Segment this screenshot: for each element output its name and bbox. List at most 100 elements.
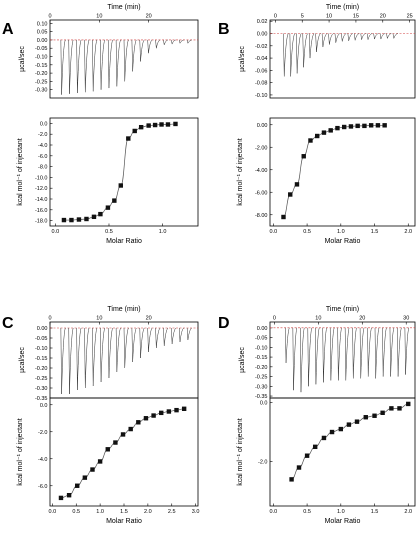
injection-peak <box>84 39 90 93</box>
injection-peak <box>337 327 342 381</box>
injection-peak <box>68 39 74 94</box>
injection-peak <box>302 33 308 68</box>
injection-peak <box>404 327 410 375</box>
heat-rate-tick-label: -0.04 <box>255 56 268 62</box>
panel-a: A Time (min) 0 10 20 0.10 0.05 0.00 -0.05 -0.10 -0… <box>2 4 199 245</box>
molar-ratio-axis-title: Molar Ratio <box>325 238 361 245</box>
injection-peak <box>171 327 176 345</box>
injection-peak <box>123 327 129 369</box>
data-point <box>312 444 318 450</box>
data-point <box>173 121 178 127</box>
thermogram-plot: Time (min) 0 10 20 0.00 -0.05 -0.10 -0.15 -0.20 -… <box>19 306 199 402</box>
data-point <box>321 130 327 135</box>
injection-peak <box>60 39 66 95</box>
injection-peak <box>107 39 113 89</box>
heat-rate-tick-label: -0.05 <box>255 336 268 342</box>
molar-ratio-tick-label: 2.0 <box>144 509 152 515</box>
molar-ratio-tick-label: 1.5 <box>371 509 379 515</box>
molar-ratio-tick-label: 0.0 <box>49 509 57 515</box>
molar-ratio-tick-label: 0.0 <box>270 509 278 515</box>
enthalpy-axis-title: kcal mol⁻¹ of injectant <box>17 418 24 486</box>
heat-rate-tick-label: -0.10 <box>255 345 268 351</box>
molar-ratio-tick-label: 0.5 <box>105 229 113 235</box>
molar-ratio-tick-label: 0.5 <box>303 229 311 235</box>
heat-rate-tick-label: -0.25 <box>35 79 48 85</box>
molar-ratio-tick-label: 1.0 <box>159 229 167 235</box>
molar-ratio-tick-label: 2.0 <box>404 229 412 235</box>
injection-peak <box>315 327 320 385</box>
time-tick-label: 0 <box>48 14 51 20</box>
time-tick-label: 10 <box>96 14 102 20</box>
data-point <box>165 122 171 127</box>
data-point <box>82 475 88 480</box>
data-point <box>281 214 286 220</box>
data-point <box>181 406 187 411</box>
enthalpy-tick-label: -8.00 <box>255 213 268 219</box>
injection-peak <box>107 327 113 379</box>
injection-peak <box>155 39 161 49</box>
data-point <box>328 128 333 133</box>
injection-peak <box>115 39 121 87</box>
data-point <box>304 453 310 458</box>
data-point <box>368 123 374 128</box>
data-point <box>380 410 385 415</box>
injection-peak <box>352 327 357 379</box>
time-tick-label: 30 <box>403 316 409 322</box>
heat-rate-axis-title: µcal/sec <box>239 46 246 72</box>
injection-peak <box>289 33 295 77</box>
data-point <box>346 422 352 427</box>
data-point <box>138 124 144 130</box>
data-point <box>308 138 313 143</box>
time-tick-label: 25 <box>407 14 413 20</box>
data-point <box>159 410 164 416</box>
data-point <box>105 447 110 452</box>
heat-rate-tick-label: 0.05 <box>37 30 48 36</box>
molar-ratio-tick-label: 1.0 <box>337 229 345 235</box>
data-point <box>294 182 300 187</box>
time-axis-title: Time (min) <box>326 4 359 11</box>
isotherm-frame <box>49 397 199 507</box>
heat-rate-tick-label: 0.00 <box>37 38 48 44</box>
injection-peak <box>292 327 298 391</box>
injection-peak <box>283 33 289 77</box>
data-point <box>362 123 367 129</box>
injection-peak <box>334 33 340 43</box>
panel-letter: A <box>2 21 14 38</box>
injection-peak <box>100 327 105 383</box>
data-point <box>406 401 411 407</box>
time-tick-label: 20 <box>146 316 152 322</box>
molar-ratio-tick-label: 0.5 <box>303 509 311 515</box>
enthalpy-tick-label: -6.0 <box>38 154 47 160</box>
isotherm-frame <box>269 397 416 507</box>
injection-peak <box>123 39 129 82</box>
enthalpy-tick-label: 0.00 <box>257 123 268 129</box>
injection-peak <box>139 39 145 62</box>
injection-peak <box>76 327 82 391</box>
time-tick-label: 10 <box>326 14 332 20</box>
heat-rate-tick-label: -0.35 <box>35 396 48 402</box>
injection-peak <box>397 327 402 377</box>
heat-rate-tick-label: -0.30 <box>255 384 268 390</box>
data-point <box>321 435 327 441</box>
injection-peak <box>186 327 192 341</box>
fit-curve <box>63 123 176 221</box>
enthalpy-tick-label: -2.0 <box>38 132 47 138</box>
heat-rate-tick-label: -0.10 <box>255 93 268 99</box>
data-point <box>151 413 156 418</box>
injection-peak <box>179 327 184 343</box>
injection-peak <box>296 33 302 74</box>
heat-rate-tick-label: 0.02 <box>257 19 268 25</box>
molar-ratio-tick-label: 1.0 <box>337 509 345 515</box>
heat-rate-tick-label: -0.06 <box>255 68 268 74</box>
injection-peak <box>100 39 105 90</box>
molar-ratio-tick-label: 1.5 <box>371 229 379 235</box>
injection-peak <box>131 39 137 72</box>
injection-peak <box>131 327 137 363</box>
injection-peak <box>354 33 360 41</box>
heat-rate-tick-label: 0.10 <box>37 21 48 27</box>
enthalpy-tick-label: 0.0 <box>260 400 268 406</box>
injection-peak <box>92 327 98 387</box>
injection-peak <box>344 327 350 381</box>
molar-ratio-tick-label: 0.0 <box>270 229 278 235</box>
thermogram-plot: Time (min) 0 5 10 15 20 25 0.02 0.00 -0.02 -0.04 -0… <box>239 4 416 99</box>
